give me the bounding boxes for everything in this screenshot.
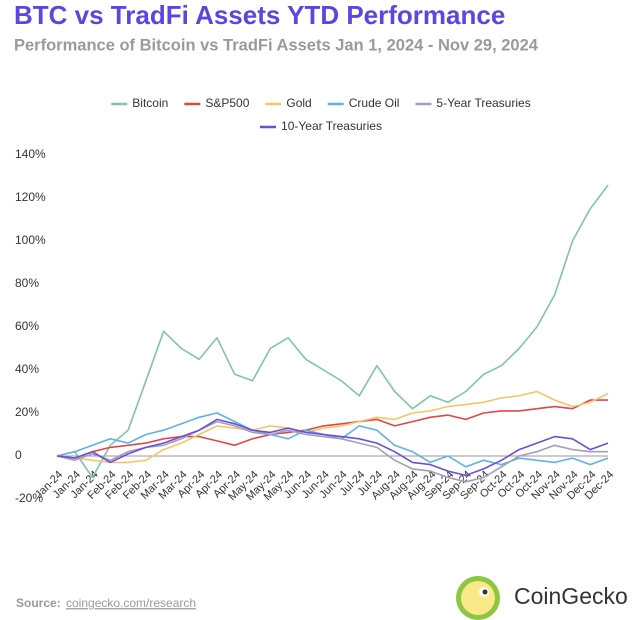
legend-label: 10-Year Treasuries <box>281 119 382 133</box>
y-tick-label: 140% <box>15 147 46 161</box>
legend-item: Crude Oil <box>327 96 400 110</box>
series-line <box>56 390 609 464</box>
source-label: Source: <box>16 596 61 610</box>
y-tick-label: 120% <box>15 190 46 204</box>
series-line <box>56 420 608 483</box>
series-line <box>56 399 608 459</box>
logo-face <box>461 581 495 615</box>
chart-subtitle: Performance of Bitcoin vs TradFi Assets … <box>14 36 539 54</box>
legend-item: Gold <box>265 96 312 110</box>
footer: Source: coingecko.com/research CoinGecko <box>16 576 628 620</box>
legend-item: Bitcoin <box>111 96 168 110</box>
brand: CoinGecko <box>514 583 628 609</box>
source-link[interactable]: coingecko.com/research <box>66 596 196 610</box>
legend-item: 10-Year Treasuries <box>260 119 382 133</box>
series-line <box>56 418 609 477</box>
y-tick-label: 80% <box>15 276 39 290</box>
legend-label: 5-Year Treasuries <box>436 96 530 110</box>
series-line <box>56 412 609 468</box>
y-tick-label: 60% <box>15 319 39 333</box>
legend-label: Crude Oil <box>349 96 400 110</box>
legend-label: S&P500 <box>205 96 249 110</box>
chart-title: BTC vs TradFi Assets YTD Performance <box>14 0 505 30</box>
y-tick-label: 40% <box>15 362 39 376</box>
series-line <box>56 184 609 479</box>
y-tick-label: 0 <box>15 448 22 462</box>
y-tick-label: 100% <box>15 233 46 247</box>
legend-label: Bitcoin <box>132 96 168 110</box>
legend-item: S&P500 <box>184 96 250 110</box>
y-tick-label: 20% <box>15 405 39 419</box>
logo-pupil <box>482 589 488 595</box>
legend-item: 5-Year Treasuries <box>415 96 531 110</box>
y-tick-label: -20% <box>15 491 43 505</box>
legend-label: Gold <box>286 96 311 110</box>
